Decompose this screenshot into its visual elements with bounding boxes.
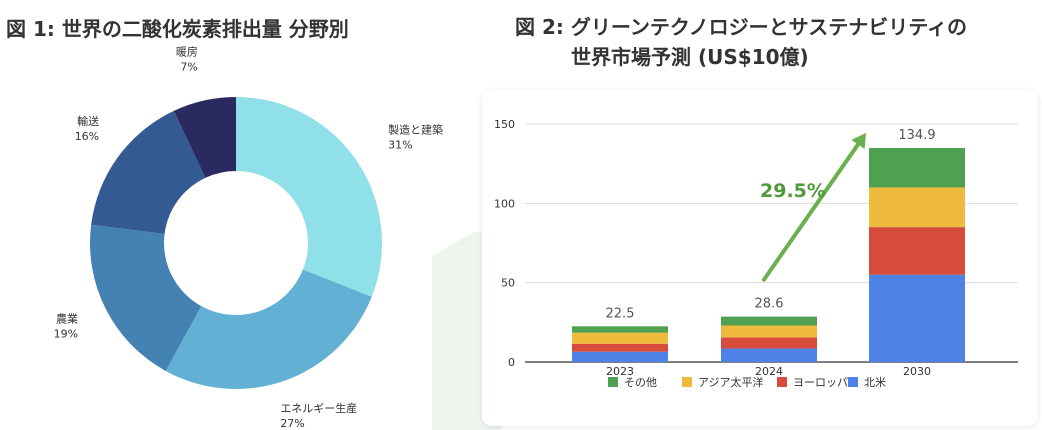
figure2-title-line2: 世界市場予測 (US$10億) — [571, 45, 809, 69]
bar-segment — [869, 274, 965, 362]
bar-segment — [869, 147, 965, 188]
growth-arrow — [762, 142, 861, 282]
bar-total-label: 28.6 — [755, 297, 784, 312]
slice-label: 暖房 — [176, 45, 198, 58]
legend-swatch — [777, 377, 787, 387]
donut-slice — [90, 224, 202, 371]
bar-segment — [572, 343, 668, 352]
donut-slice — [91, 110, 206, 234]
y-tick-label: 100 — [494, 197, 515, 210]
donut-chart: 製造と建築 31% エネルギー生産 27% 農業 19% 輸送 16% 暖房 7% — [54, 45, 444, 430]
bar-segment — [721, 348, 817, 362]
legend-swatch — [608, 377, 618, 387]
donut-slice — [236, 97, 382, 297]
donut-slice — [165, 269, 372, 389]
slice-percent: 31% — [388, 139, 412, 152]
figure2-title: 図 2: グリーンテクノロジーとサステナビリティの 世界市場予測 (US$10億… — [515, 12, 967, 72]
y-tick-label: 50 — [501, 277, 515, 290]
growth-annotation: 29.5% — [760, 180, 826, 202]
slice-label: 製造と建築 — [388, 123, 443, 137]
bar-segment — [721, 316, 817, 326]
bar-total-label: 22.5 — [606, 306, 635, 321]
bar-segment — [721, 325, 817, 338]
x-tick-label: 2023 — [606, 365, 634, 378]
slice-percent: 27% — [280, 417, 304, 430]
x-tick-label: 2024 — [755, 365, 783, 378]
figure2-title-line1: 図 2: グリーンテクノロジーとサステナビリティの — [515, 15, 968, 39]
bar-segment — [572, 326, 668, 333]
slice-percent: 16% — [75, 130, 99, 143]
y-tick-label: 150 — [494, 118, 515, 131]
legend-label: ヨーロッパ — [793, 376, 848, 389]
bar-segment — [572, 351, 668, 362]
legend-label: 北米 — [864, 376, 886, 389]
legend-swatch — [848, 377, 858, 387]
bar-segment — [869, 227, 965, 275]
slice-label: エネルギー生産 — [280, 401, 357, 415]
slice-label: 農業 — [56, 312, 78, 326]
donut-slice — [173, 97, 236, 178]
slice-percent: 7% — [180, 60, 197, 73]
slice-label: 輸送 — [77, 114, 99, 128]
legend-swatch — [682, 377, 692, 387]
legend-label: その他 — [624, 376, 657, 389]
x-tick-label: 2030 — [903, 365, 931, 378]
figure1-title: 図 1: 世界の二酸化炭素排出量 分野別 — [6, 17, 349, 41]
legend-label: アジア太平洋 — [698, 375, 764, 389]
bar-segment — [572, 332, 668, 344]
slice-percent: 19% — [54, 328, 78, 341]
y-tick-label: 0 — [508, 356, 515, 369]
bar-segment — [721, 337, 817, 349]
growth-arrowhead — [851, 132, 866, 150]
bar-segment — [869, 187, 965, 228]
bar-total-label: 134.9 — [898, 128, 935, 143]
